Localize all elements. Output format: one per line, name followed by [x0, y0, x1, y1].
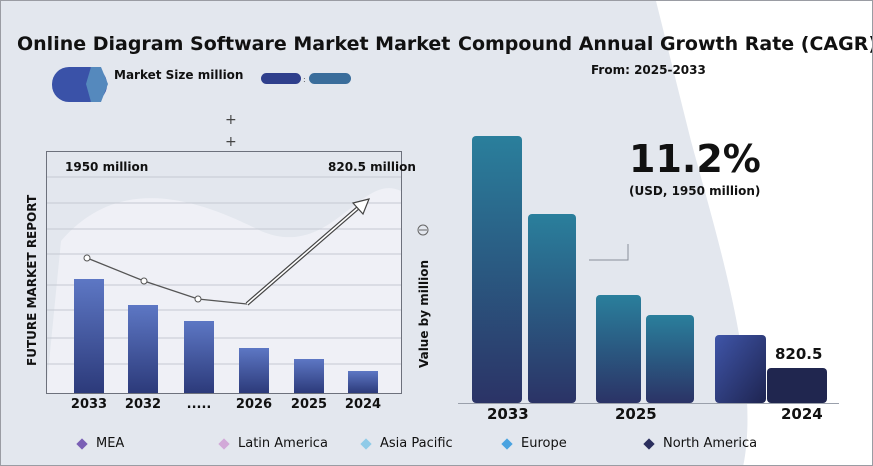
- x-tick-label: 2032: [124, 397, 162, 412]
- annotation-start: 1950 million: [65, 160, 149, 174]
- legend-item-europe: Europe: [501, 436, 567, 451]
- legend-label: MEA: [96, 436, 125, 451]
- cagr-value: 11.2%: [629, 137, 761, 181]
- legend-item-latin-america: Latin America: [218, 436, 328, 451]
- line-point: [83, 254, 91, 262]
- line-point: [194, 295, 202, 303]
- diamond-marker-icon: [501, 437, 513, 450]
- cagr-note: (USD, 1950 million): [629, 184, 761, 198]
- diamond-marker-icon: [218, 437, 230, 450]
- right-title: Compound Annual Growth Rate (CAGR): [458, 33, 873, 55]
- bar-2024-b: [767, 368, 827, 403]
- x-tick-label: 2025: [615, 405, 657, 423]
- legend-label: Asia Pacific: [380, 436, 453, 451]
- x-tick-label: 2025: [290, 397, 328, 412]
- bar-2032: [128, 305, 158, 393]
- x-tick-label: 2024: [344, 397, 382, 412]
- x-tick-label: 2024: [781, 405, 823, 423]
- data-label-2024: 820.5: [775, 345, 823, 363]
- annotation-end: 820.5 million: [328, 160, 416, 174]
- arrow-head-icon: [351, 198, 370, 216]
- bar-2025: [294, 359, 324, 393]
- market-size-icon: [52, 67, 108, 102]
- right-subtitle: From: 2025-2033: [591, 63, 706, 77]
- svg-text::: :: [303, 75, 306, 84]
- bracket-decoration: [589, 244, 629, 261]
- circle-minus-icon: [417, 224, 429, 236]
- legend-label: Europe: [521, 436, 567, 451]
- plus-icon: +: [225, 112, 237, 128]
- diamond-marker-icon: [360, 437, 372, 450]
- legend-label: Latin America: [238, 436, 328, 451]
- diamond-marker-icon: [76, 437, 88, 450]
- x-tick-label: 2033: [487, 405, 529, 423]
- x-tick-label: 2033: [70, 397, 108, 412]
- legend-item-asia-pacific: Asia Pacific: [360, 436, 453, 451]
- diamond-marker-icon: [643, 437, 655, 450]
- left-title: Online Diagram Software Market Market: [17, 33, 451, 55]
- bar-2033: [74, 279, 104, 393]
- x-tick-label: 2026: [235, 397, 273, 412]
- bar-2033-b: [528, 214, 576, 403]
- legend-item-north-america: North America: [643, 436, 758, 451]
- legend-pill-icon: :: [261, 73, 351, 84]
- bar-2033-a: [472, 136, 522, 403]
- bar-2024-a: [715, 335, 766, 403]
- plus-icon: +: [225, 134, 237, 150]
- x-tick-label: .....: [186, 397, 212, 412]
- trend-line: [86, 257, 248, 305]
- bar-2025-b: [646, 315, 694, 403]
- bar-2025-a: [596, 295, 641, 403]
- plot-frame: [46, 151, 402, 394]
- bar-2024: [348, 371, 378, 393]
- legend-item-mea: MEA: [76, 436, 125, 451]
- legend-label: North America: [663, 436, 758, 451]
- bar-.....: [184, 321, 214, 393]
- line-point: [140, 277, 148, 285]
- bar-2026: [239, 348, 269, 393]
- market-size-label: Market Size million: [114, 68, 244, 82]
